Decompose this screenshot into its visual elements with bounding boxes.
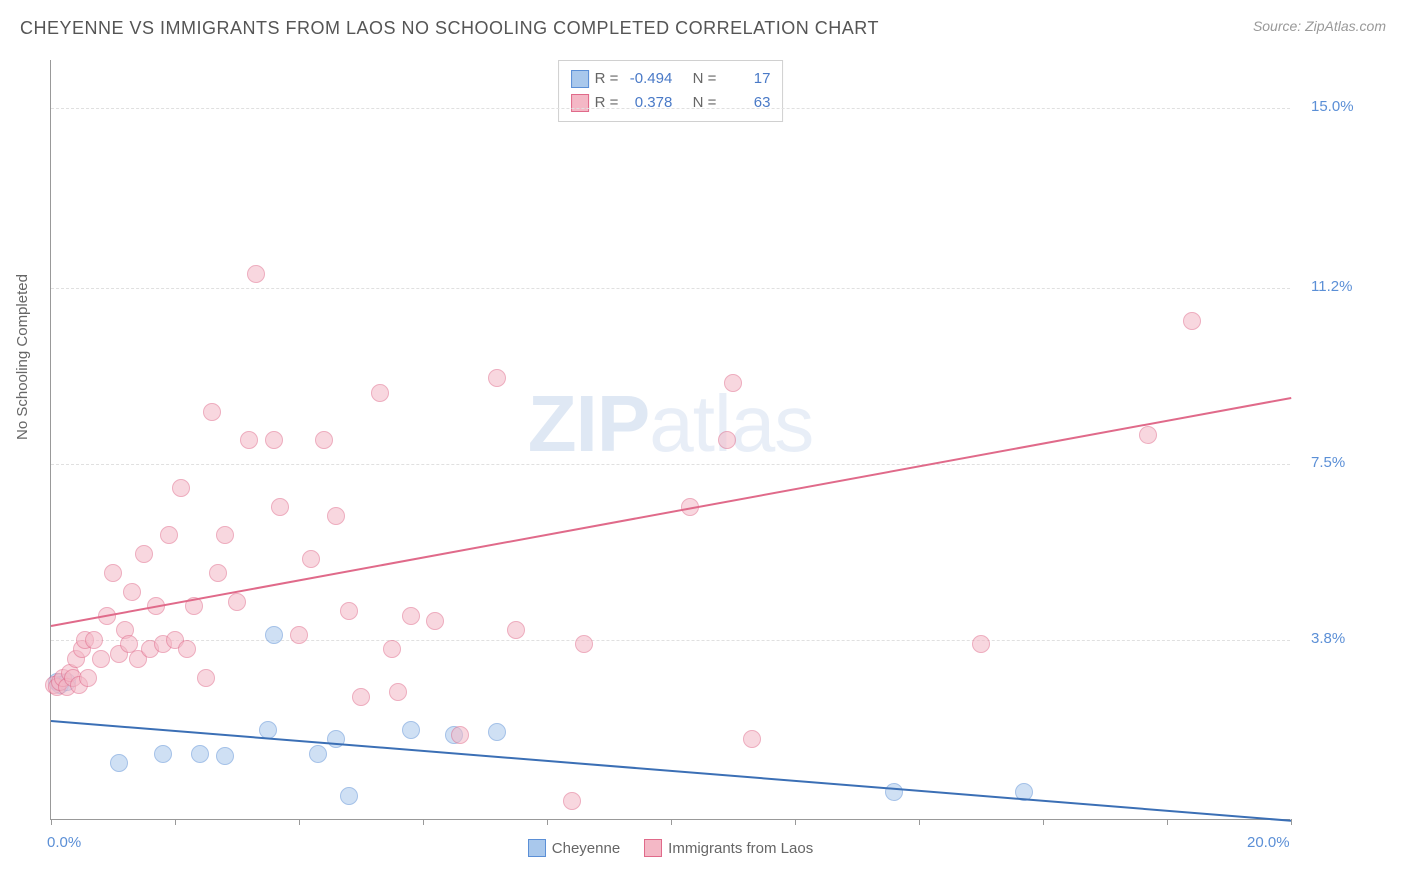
trend-line	[51, 397, 1291, 627]
data-point	[340, 602, 358, 620]
series-legend: Cheyenne Immigrants from Laos	[51, 839, 1290, 857]
x-tick	[919, 819, 920, 825]
data-point	[972, 635, 990, 653]
data-point	[228, 593, 246, 611]
data-point	[575, 635, 593, 653]
x-tick	[795, 819, 796, 825]
legend-item: Immigrants from Laos	[644, 839, 813, 857]
data-point	[265, 431, 283, 449]
x-tick	[423, 819, 424, 825]
data-point	[724, 374, 742, 392]
y-tick-label: 7.5%	[1311, 454, 1345, 471]
data-point	[885, 783, 903, 801]
y-tick-label: 15.0%	[1311, 98, 1354, 115]
source-attribution: Source: ZipAtlas.com	[1253, 18, 1386, 34]
data-point	[154, 745, 172, 763]
data-point	[240, 431, 258, 449]
data-point	[209, 564, 227, 582]
data-point	[290, 626, 308, 644]
data-point	[123, 583, 141, 601]
data-point	[488, 723, 506, 741]
data-point	[389, 683, 407, 701]
x-tick-label: 0.0%	[47, 834, 81, 851]
data-point	[191, 745, 209, 763]
data-point	[1183, 312, 1201, 330]
data-point	[352, 688, 370, 706]
correlation-legend: R =-0.494 N =17R =0.378 N =63	[558, 60, 784, 122]
grid-line	[51, 464, 1290, 465]
data-point	[488, 369, 506, 387]
x-tick	[671, 819, 672, 825]
grid-line	[51, 640, 1290, 641]
data-point	[203, 403, 221, 421]
data-point	[451, 726, 469, 744]
x-tick	[299, 819, 300, 825]
data-point	[371, 384, 389, 402]
data-point	[743, 730, 761, 748]
data-point	[1139, 426, 1157, 444]
data-point	[110, 754, 128, 772]
data-point	[309, 745, 327, 763]
scatter-plot-area: ZIPatlas R =-0.494 N =17R =0.378 N =63 C…	[50, 60, 1290, 820]
x-tick	[1167, 819, 1168, 825]
data-point	[135, 545, 153, 563]
data-point	[402, 607, 420, 625]
legend-stat-row: R =0.378 N =63	[571, 91, 771, 115]
data-point	[216, 747, 234, 765]
data-point	[563, 792, 581, 810]
data-point	[271, 498, 289, 516]
legend-stat-row: R =-0.494 N =17	[571, 67, 771, 91]
x-tick	[175, 819, 176, 825]
data-point	[718, 431, 736, 449]
y-tick-label: 3.8%	[1311, 630, 1345, 647]
trend-line	[51, 720, 1291, 822]
grid-line	[51, 108, 1290, 109]
x-tick	[1043, 819, 1044, 825]
chart-title: CHEYENNE VS IMMIGRANTS FROM LAOS NO SCHO…	[20, 18, 879, 39]
legend-item: Cheyenne	[528, 839, 620, 857]
data-point	[340, 787, 358, 805]
data-point	[216, 526, 234, 544]
data-point	[178, 640, 196, 658]
data-point	[79, 669, 97, 687]
x-tick	[547, 819, 548, 825]
data-point	[265, 626, 283, 644]
grid-line	[51, 288, 1290, 289]
watermark: ZIPatlas	[528, 378, 813, 470]
x-tick	[1291, 819, 1292, 825]
data-point	[302, 550, 320, 568]
y-tick-label: 11.2%	[1311, 278, 1352, 295]
x-tick	[51, 819, 52, 825]
y-axis-label: No Schooling Completed	[14, 274, 31, 440]
data-point	[172, 479, 190, 497]
data-point	[104, 564, 122, 582]
data-point	[327, 507, 345, 525]
data-point	[85, 631, 103, 649]
data-point	[160, 526, 178, 544]
data-point	[327, 730, 345, 748]
data-point	[247, 265, 265, 283]
data-point	[402, 721, 420, 739]
data-point	[315, 431, 333, 449]
data-point	[426, 612, 444, 630]
data-point	[383, 640, 401, 658]
data-point	[92, 650, 110, 668]
data-point	[507, 621, 525, 639]
x-tick-label: 20.0%	[1247, 834, 1290, 851]
data-point	[197, 669, 215, 687]
